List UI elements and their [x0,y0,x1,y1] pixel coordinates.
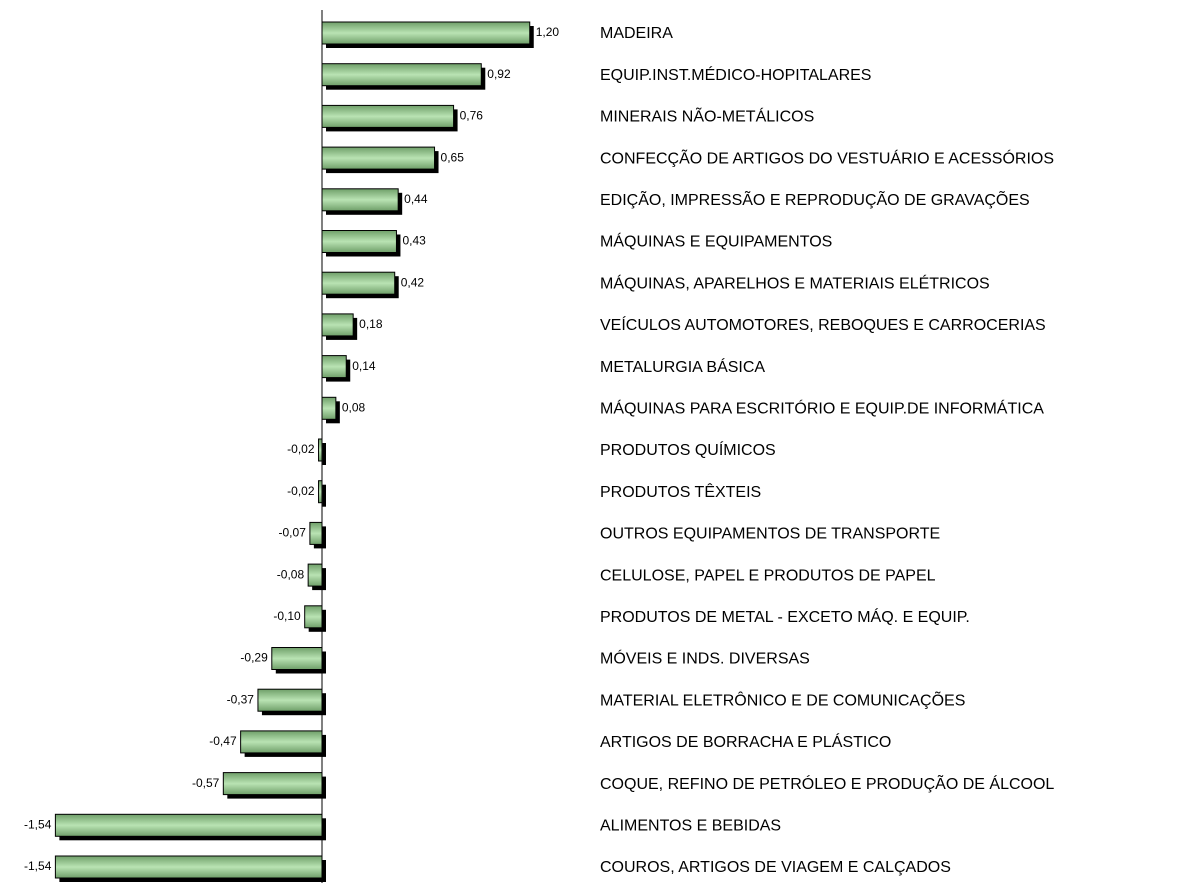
value-label: -0,57 [192,776,220,790]
category-label: COUROS, ARTIGOS DE VIAGEM E CALÇADOS [600,859,951,876]
bar [321,313,354,337]
bar-shadow [322,484,326,507]
category-label: CONFECÇÃO DE ARTIGOS DO VESTUÁRIO E ACES… [600,147,1054,167]
bar [318,480,323,504]
value-label: -0,07 [279,526,307,540]
bar [321,104,455,128]
bar [222,772,323,796]
value-label: -1,54 [24,859,52,873]
category-label: EQUIP.INST.MÉDICO-HOPITALARES [600,65,871,84]
value-label: -1,54 [24,817,52,831]
value-label: -0,02 [287,484,315,498]
value-label: 0,43 [402,234,426,248]
value-label: 0,65 [441,150,465,164]
category-label: EDIÇÃO, IMPRESSÃO E REPRODUÇÃO DE GRAVAÇ… [600,189,1030,209]
value-label: -0,10 [273,609,301,623]
category-label: OUTROS EQUIPAMENTOS DE TRANSPORTE [600,526,940,543]
bar-shadow [322,443,326,465]
bar [304,605,323,629]
category-label: PRODUTOS QUÍMICOS [600,440,776,459]
bar [54,813,323,837]
value-label: 0,92 [487,67,511,81]
bar [321,355,347,379]
category-label: MATERIAL ELETRÔNICO E DE COMUNICAÇÕES [600,689,965,709]
category-label: PRODUTOS TÊXTEIS [600,482,761,501]
bar [309,521,323,545]
bar [321,271,396,295]
value-label: 0,42 [401,275,425,289]
bar [307,563,323,587]
value-label: 0,14 [352,359,376,373]
value-label: -0,29 [240,651,268,665]
category-label: MÁQUINAS E EQUIPAMENTOS [600,232,832,251]
category-label: VEÍCULOS AUTOMOTORES, REBOQUES E CARROCE… [600,315,1046,334]
category-label: MÓVEIS E INDS. DIVERSAS [600,649,810,668]
bar [240,730,323,754]
bar [321,188,399,212]
value-label: 0,44 [404,192,428,206]
value-label: -0,08 [277,567,305,581]
value-label: 0,08 [342,400,366,414]
category-label: METALURGIA BÁSICA [600,357,765,376]
value-label: 1,20 [536,25,560,39]
value-label: -0,37 [227,692,255,706]
value-label: -0,02 [287,442,315,456]
value-label: 0,18 [359,317,383,331]
bar [321,396,337,420]
value-label: -0,47 [209,734,237,748]
category-label: CELULOSE, PAPEL E PRODUTOS DE PAPEL [600,567,936,584]
bar [321,63,482,87]
bar [54,855,323,879]
value-label: 0,76 [460,109,484,123]
category-label: MINERAIS NÃO-METÁLICOS [600,106,814,126]
category-label: MADEIRA [600,25,673,42]
bar [257,688,323,712]
bar [321,230,397,253]
category-label: ARTIGOS DE BORRACHA E PLÁSTICO [600,732,891,751]
bar [318,438,323,462]
category-label: ALIMENTOS E BEBIDAS [600,818,781,835]
bar [271,647,323,670]
category-label: MÁQUINAS PARA ESCRITÓRIO E EQUIP.DE INFO… [600,399,1044,418]
category-label: MÁQUINAS, APARELHOS E MATERIAIS ELÉTRICO… [600,273,990,292]
bar [321,146,436,170]
category-label: COQUE, REFINO DE PETRÓLEO E PRODUÇÃO DE … [600,773,1054,793]
category-label: PRODUTOS DE METAL - EXCETO MÁQ. E EQUIP. [600,607,970,626]
bar [321,21,531,45]
